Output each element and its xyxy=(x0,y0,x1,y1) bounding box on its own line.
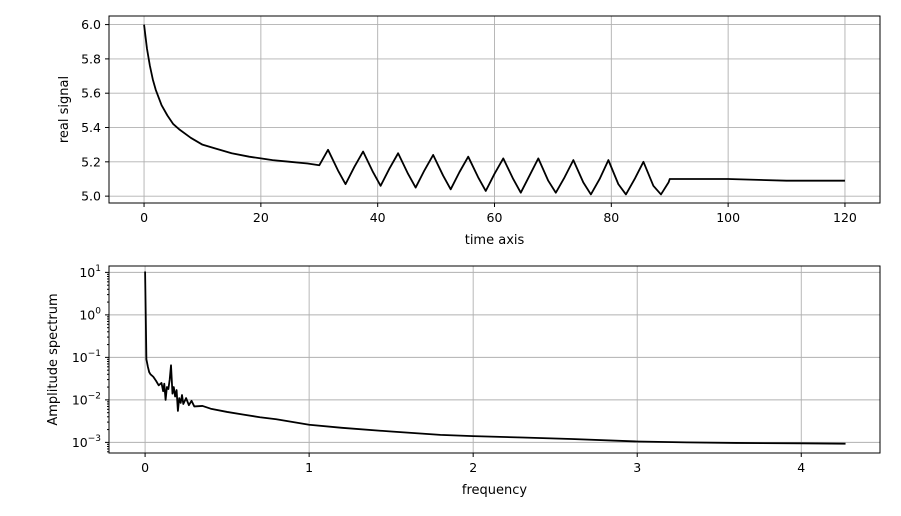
time-signal-line xyxy=(143,24,845,196)
spectrum-panel: 0 1 2 3 4 101 100 10−1 10−2 10−3 frequency Amplit… xyxy=(46,264,881,498)
time-signal-x-axis-label: time axis xyxy=(465,233,525,248)
x-tick-label: 20 xyxy=(253,210,269,225)
x-tick-label: 4 xyxy=(797,460,805,475)
x-tick-label: 120 xyxy=(833,210,857,225)
y-tick-label: 5.2 xyxy=(81,154,101,169)
x-tick-label: 80 xyxy=(603,210,619,225)
y-tick-label: 10−3 xyxy=(72,434,101,450)
x-tick-label: 60 xyxy=(487,210,503,225)
time-signal-y-axis-label: real signal xyxy=(57,76,72,143)
y-tick-label: 101 xyxy=(79,264,101,280)
spectrum-y-axis-label: Amplitude spectrum xyxy=(46,293,61,425)
x-tick-label: 3 xyxy=(633,460,641,475)
x-tick-label: 2 xyxy=(469,460,477,475)
y-tick-label: 6.0 xyxy=(81,17,101,32)
time-signal-ticks: 0 20 40 60 80 100 120 5.0 5.2 5.4 5.6 5.8 6.0 xyxy=(81,17,857,225)
time-signal-grid xyxy=(109,16,880,203)
spectrum-x-axis-label: frequency xyxy=(462,483,528,498)
y-tick-label: 10−2 xyxy=(72,391,101,407)
x-tick-label: 0 xyxy=(140,210,148,225)
x-tick-label: 1 xyxy=(305,460,313,475)
spectrum-line xyxy=(144,271,846,445)
time-signal-panel: 0 20 40 60 80 100 120 5.0 5.2 5.4 5.6 5.8 6.0 time a… xyxy=(57,15,881,248)
y-tick-label: 5.6 xyxy=(81,86,101,101)
x-tick-label: 0 xyxy=(141,460,149,475)
y-tick-label: 5.8 xyxy=(81,51,101,66)
y-tick-label: 10−1 xyxy=(72,349,101,365)
x-tick-label: 100 xyxy=(716,210,740,225)
y-tick-label: 5.0 xyxy=(81,189,101,204)
y-tick-label: 5.4 xyxy=(81,120,101,135)
y-tick-label: 100 xyxy=(79,306,101,322)
spectrum-ticks: 0 1 2 3 4 101 100 10−1 10−2 10−3 xyxy=(72,264,805,475)
x-tick-label: 40 xyxy=(370,210,386,225)
